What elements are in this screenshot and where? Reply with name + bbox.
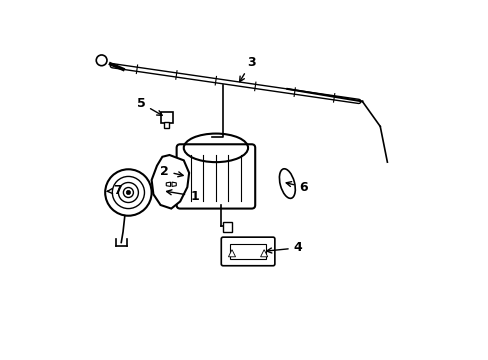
FancyBboxPatch shape xyxy=(176,144,255,208)
Polygon shape xyxy=(151,155,189,208)
Text: 5: 5 xyxy=(136,97,162,115)
Polygon shape xyxy=(228,249,235,257)
Polygon shape xyxy=(260,249,267,257)
Text: 1: 1 xyxy=(166,190,199,203)
Bar xyxy=(223,222,231,232)
Bar xyxy=(164,122,169,128)
Bar xyxy=(160,112,173,123)
FancyBboxPatch shape xyxy=(221,237,274,266)
Text: 3: 3 xyxy=(239,55,255,82)
Polygon shape xyxy=(172,182,176,186)
Circle shape xyxy=(126,190,130,195)
Text: 7: 7 xyxy=(107,184,122,197)
Text: 6: 6 xyxy=(285,181,307,194)
Text: 4: 4 xyxy=(266,241,302,255)
Polygon shape xyxy=(166,182,170,186)
Bar xyxy=(230,244,265,258)
Text: 2: 2 xyxy=(160,165,183,177)
